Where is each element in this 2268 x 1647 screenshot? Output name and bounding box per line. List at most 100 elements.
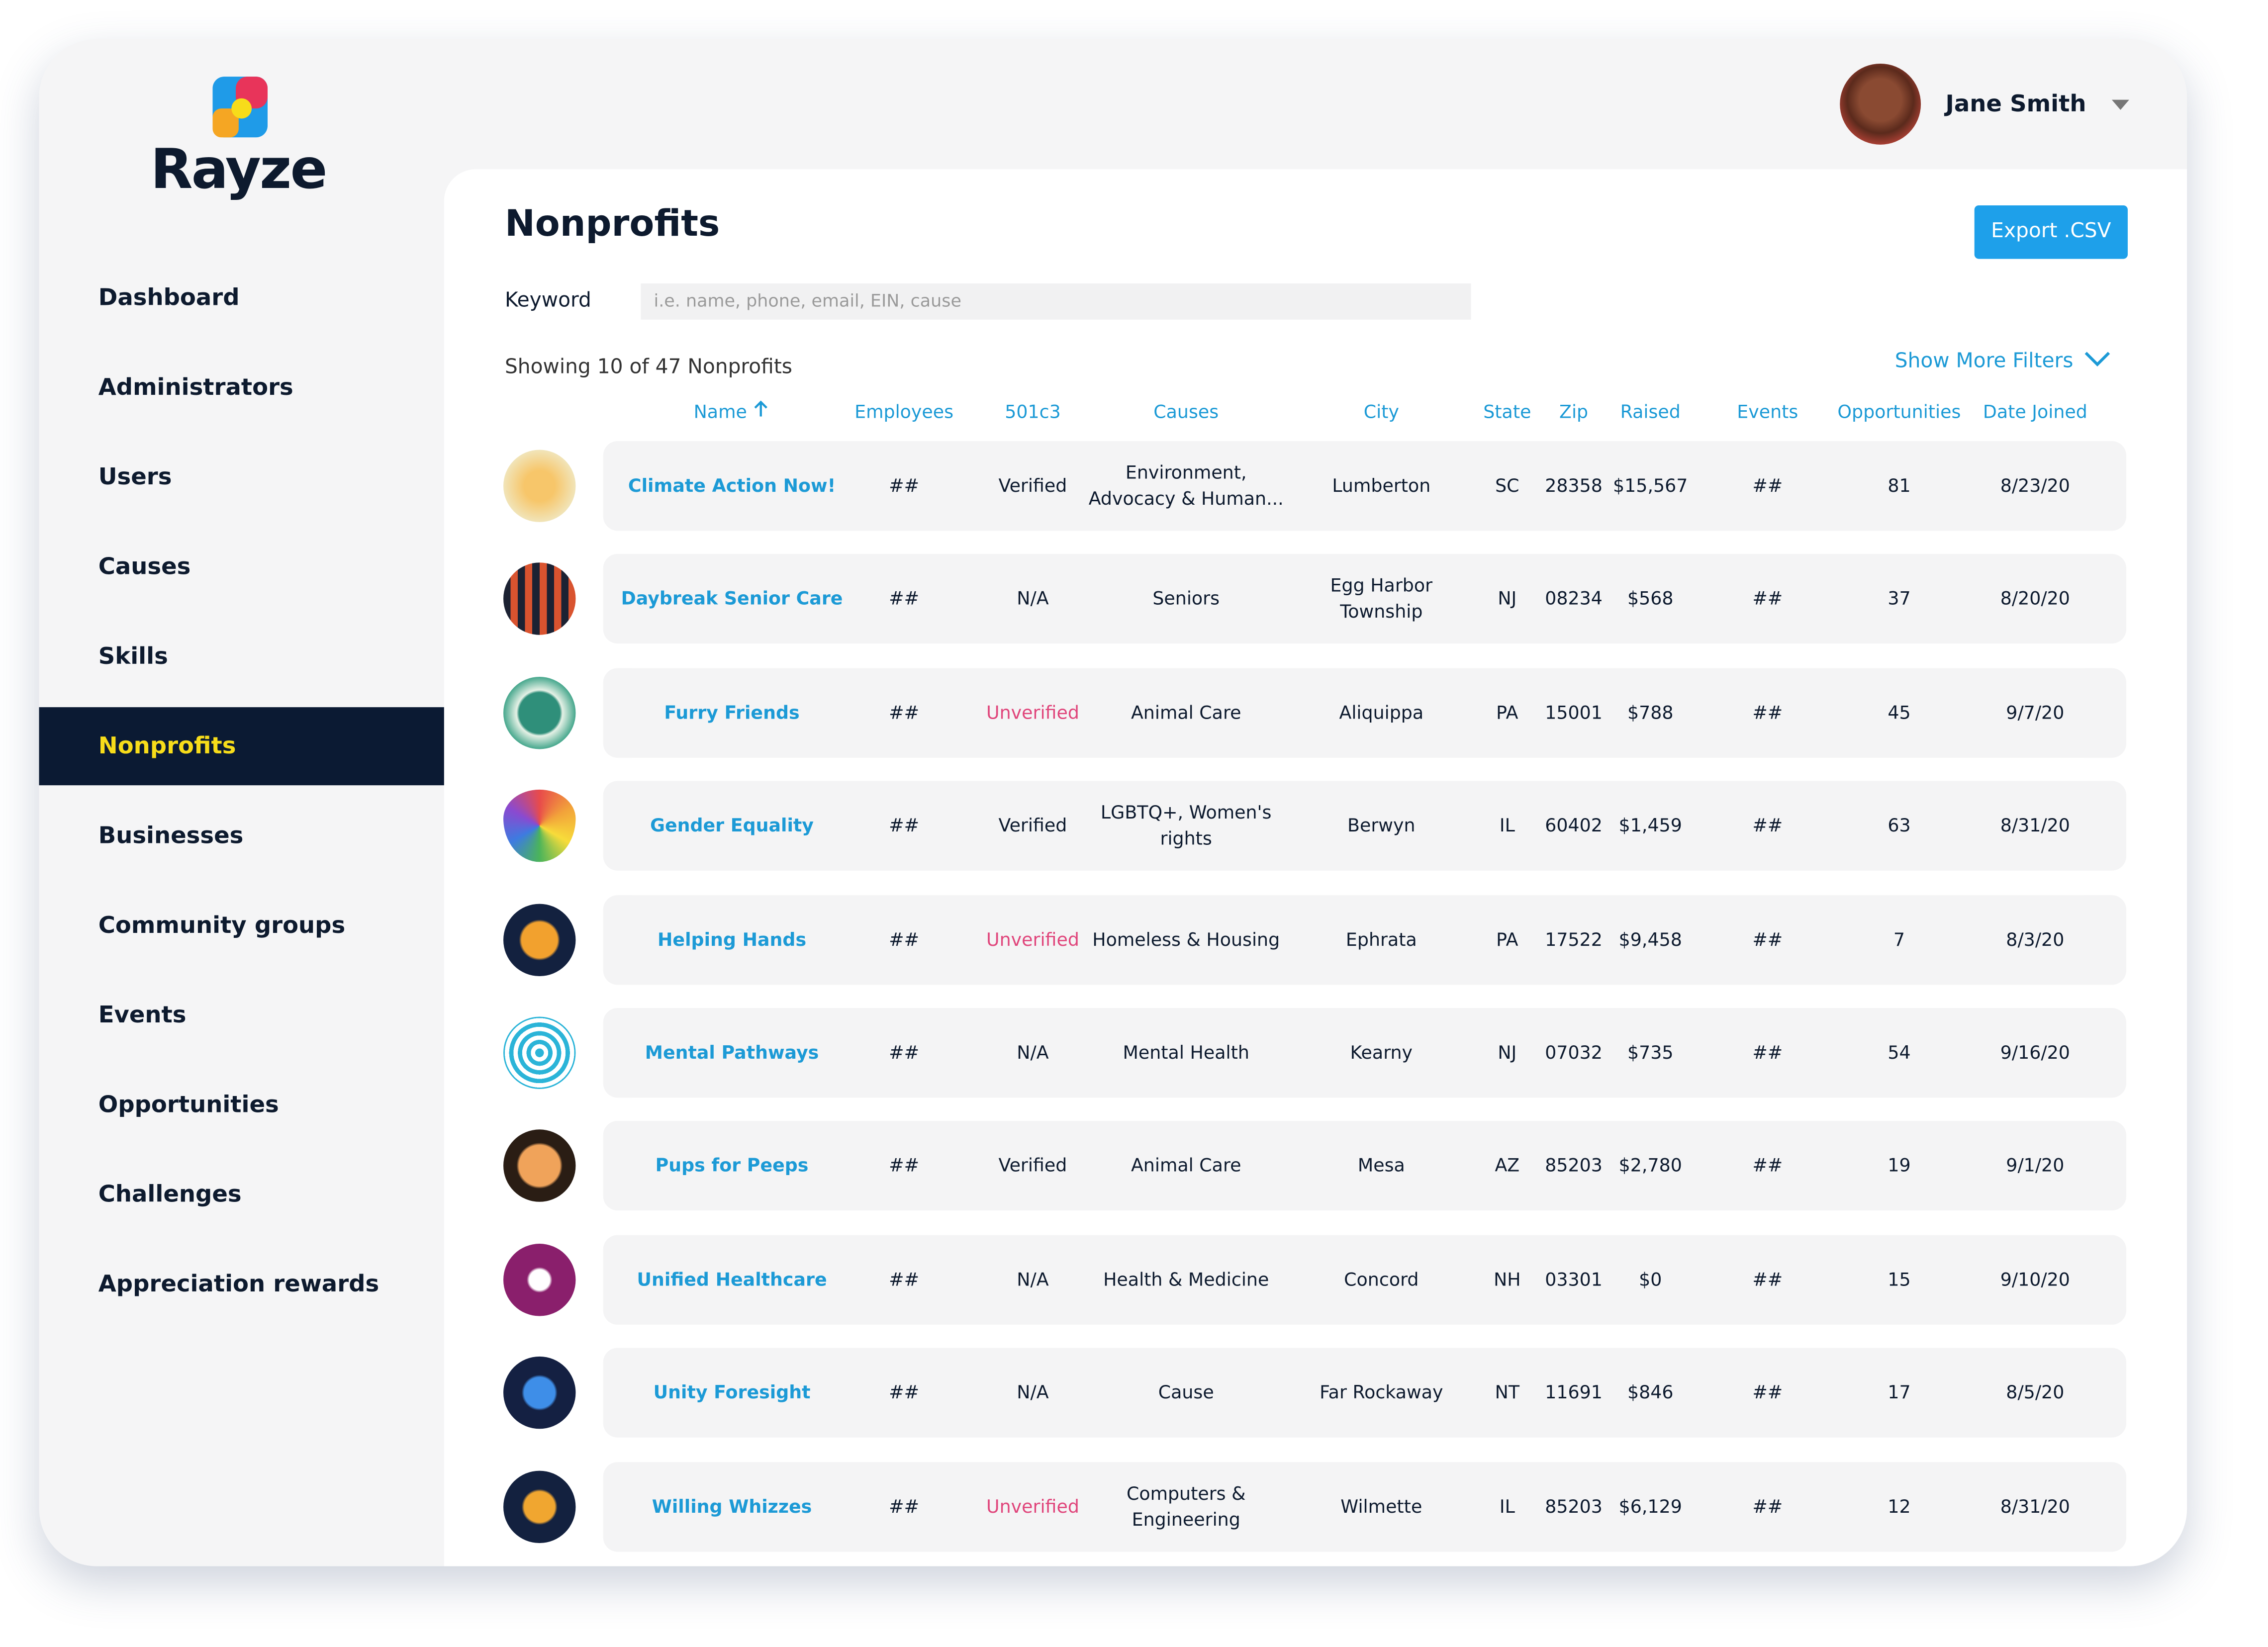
cell-city: Egg Harbor Township	[1330, 574, 1433, 623]
row-background[interactable]	[603, 1348, 2127, 1438]
cell-employees: ##	[889, 474, 920, 496]
more-filters-label[interactable]: Show More Filters	[1894, 350, 2074, 373]
nav-label[interactable]: Nonprofits	[98, 732, 236, 759]
user-name[interactable]: Jane Smith	[1945, 90, 2086, 117]
cell-raised: $788	[1627, 701, 1674, 723]
avatar[interactable]	[1840, 63, 1921, 145]
column-header: 501c3	[946, 401, 1120, 423]
row-background[interactable]	[603, 1121, 2127, 1211]
cell-name[interactable]: Helping Hands	[658, 927, 807, 950]
row-background[interactable]	[603, 781, 2127, 871]
keyword-input[interactable]: i.e. name, phone, email, EIN, cause	[641, 283, 1471, 320]
nav-item[interactable]: Opportunities	[98, 1066, 446, 1144]
nav-item[interactable]: Appreciation rewards	[98, 1245, 446, 1323]
brand-name: Rayze	[150, 137, 327, 201]
row-background[interactable]	[603, 554, 2127, 644]
cell-name[interactable]: Unified Healthcare	[637, 1268, 827, 1290]
nav-label[interactable]: Opportunities	[98, 1090, 279, 1118]
org-logo	[503, 790, 576, 862]
nav-label[interactable]: Events	[98, 1001, 187, 1028]
cell-employees: ##	[889, 814, 920, 836]
nav-label[interactable]: Skills	[98, 642, 168, 670]
cell-causes: LGBTQ+, Women's rights	[1100, 801, 1272, 849]
nav-label[interactable]: Causes	[98, 552, 191, 580]
cell-name[interactable]: Unity Foresight	[653, 1381, 811, 1403]
cell-status: Verified	[998, 1154, 1067, 1177]
cell-causes: Mental Health	[1123, 1041, 1249, 1063]
nav-item[interactable]: Users	[98, 438, 446, 516]
nav-label[interactable]: Dashboard	[98, 283, 240, 311]
cell-name[interactable]: Pups for Peeps	[655, 1154, 809, 1177]
row-background[interactable]	[603, 894, 2127, 985]
column-header: Raised	[1564, 401, 1737, 423]
cell-name[interactable]: Willing Whizzes	[652, 1494, 812, 1517]
cell-causes: Animal Care	[1131, 1154, 1241, 1177]
cell-raised: $0	[1639, 1268, 1662, 1290]
cell-name[interactable]: Furry Friends	[664, 701, 800, 723]
nav-item[interactable]: Community groups	[98, 887, 446, 965]
nav-item[interactable]: Events	[98, 976, 446, 1054]
chevron	[2084, 352, 2110, 366]
cell-zip: 60402	[1545, 814, 1603, 836]
cell-employees: ##	[889, 1381, 920, 1403]
row-background[interactable]	[603, 1462, 2127, 1552]
row-background[interactable]	[603, 667, 2127, 758]
page-title: Nonprofits	[504, 202, 720, 245]
cell-causes: Animal Care	[1131, 701, 1241, 723]
cell-opportunities: 45	[1888, 701, 1911, 723]
nav-label[interactable]: Community groups	[98, 911, 346, 939]
cell-name[interactable]: Gender Equality	[650, 814, 814, 836]
column-label: Raised	[1620, 400, 1681, 423]
cell-city: Berwyn	[1347, 814, 1416, 836]
row-background[interactable]	[603, 1008, 2127, 1098]
nav-item[interactable]: Nonprofits	[39, 707, 444, 786]
nav-item[interactable]: Dashboard	[98, 259, 446, 337]
cell-name[interactable]: Mental Pathways	[645, 1041, 819, 1063]
cell-date-joined: 8/20/20	[2000, 587, 2070, 610]
nav-item[interactable]: Causes	[98, 528, 446, 606]
cell-events: ##	[1752, 701, 1783, 723]
nav-label[interactable]: Users	[98, 462, 172, 490]
nav-label[interactable]: Challenges	[98, 1180, 242, 1208]
cell-zip: 85203	[1545, 1154, 1603, 1177]
cell-causes: Seniors	[1152, 587, 1220, 610]
nav-label[interactable]: Businesses	[98, 821, 244, 849]
cell-events: ##	[1752, 1381, 1783, 1403]
nav-item[interactable]: Administrators	[98, 349, 446, 427]
export-button[interactable]: Export .CSV	[1974, 205, 2128, 259]
nav-label[interactable]: Appreciation rewards	[98, 1270, 379, 1297]
cell-status: Verified	[998, 474, 1067, 496]
more-filters[interactable]: Show More Filters	[1895, 350, 2112, 373]
nav-item[interactable]: Businesses	[98, 797, 446, 875]
cell-city: Ephrata	[1345, 927, 1417, 950]
user-caret[interactable]	[2110, 97, 2131, 111]
column-label: Opportunities	[1837, 400, 1961, 423]
cell-employees: ##	[889, 701, 920, 723]
row-background[interactable]	[603, 1235, 2127, 1325]
cell-status: Unverified	[986, 927, 1079, 950]
nav-item[interactable]: Skills	[98, 618, 446, 696]
cell-city: Mesa	[1357, 1154, 1405, 1177]
column-header: State	[1420, 401, 1594, 423]
sort-arrow	[755, 400, 768, 417]
cell-city: Lumberton	[1332, 474, 1431, 496]
column-header[interactable]: Name	[645, 400, 819, 423]
column-header: Opportunities	[1812, 401, 1986, 423]
nav-item[interactable]: Challenges	[98, 1156, 446, 1234]
cell-date-joined: 8/3/20	[2006, 927, 2065, 950]
column-label: 501c3	[1005, 400, 1061, 423]
results-count: Showing 10 of 47 Nonprofits	[504, 356, 793, 379]
cell-employees: ##	[889, 1041, 920, 1063]
cell-events: ##	[1752, 474, 1783, 496]
column-label[interactable]: Name	[693, 400, 747, 423]
cell-name[interactable]: Daybreak Senior Care	[621, 587, 843, 610]
row-background[interactable]	[603, 441, 2127, 531]
brand-icon	[212, 77, 268, 138]
cell-opportunities: 15	[1888, 1268, 1911, 1290]
org-logo	[503, 1243, 576, 1316]
nav-label[interactable]: Administrators	[98, 373, 293, 401]
cell-raised: $568	[1627, 587, 1674, 610]
column-header: Zip	[1487, 401, 1661, 423]
cell-raised: $6,129	[1618, 1494, 1682, 1517]
cell-name[interactable]: Climate Action Now!	[628, 474, 836, 496]
